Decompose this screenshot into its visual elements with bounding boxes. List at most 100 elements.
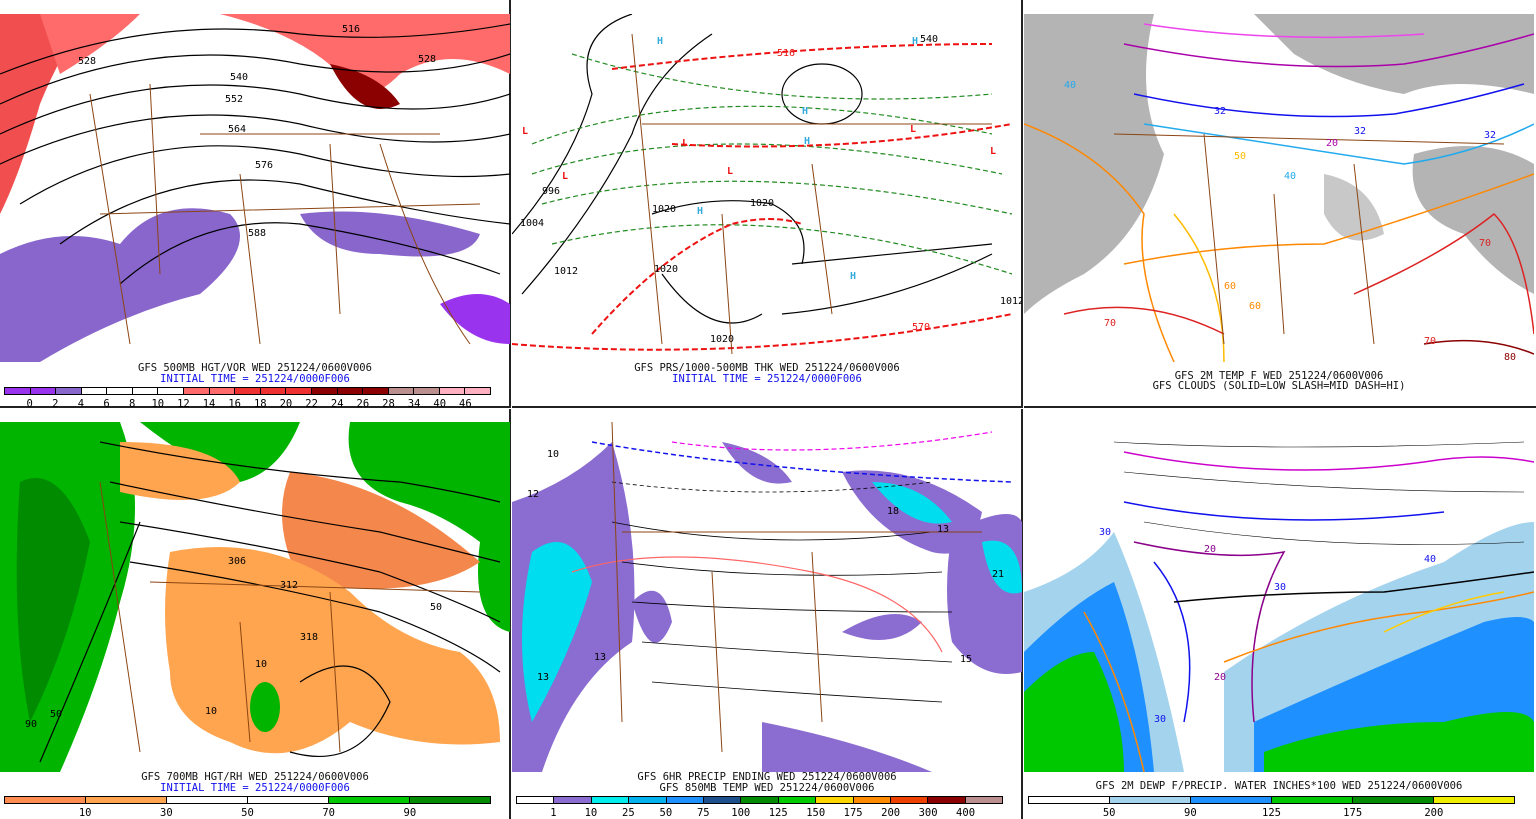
contour-label: 588 [248,228,266,239]
contour-label: 60 [1224,281,1236,292]
colorbar-swatch [591,797,630,803]
colorbar-swatch [107,388,133,394]
contour-label: 540 [230,72,248,83]
contour-label: 306 [228,556,246,567]
contour-label: 80 [1504,352,1516,362]
colorbar-label: 34 [407,398,421,410]
panel-precip-850mb-temp: 10 12 13 13 18 13 15 21 GFS 6HR PRECIP E… [512,409,1023,819]
low-pressure-center: L [727,166,733,177]
map-700mb-rh: 306 312 318 50 10 10 90 50 [0,422,510,772]
contour-label: 20 [1214,672,1226,683]
colorbar-label: 200 [1424,807,1444,819]
contour-label: 1012 [1000,296,1022,307]
colorbar-swatch [890,797,929,803]
contour-label: 10 [547,449,559,460]
colorbar-label: 10 [151,398,165,410]
colorbar-swatch [235,388,261,394]
colorbar-label: 50 [659,807,673,819]
contour-label: 576 [255,160,273,171]
contour-label: 32 [1214,106,1226,117]
low-pressure-center: L [910,124,916,135]
contour-label: 1020 [710,334,734,345]
colorbar-label: 46 [459,398,472,410]
colorbar-label: 18 [253,398,267,410]
contour-label: 528 [78,56,96,67]
panel-700mb-rh: 306 312 318 50 10 10 90 50 GFS 700MB HGT… [0,409,511,819]
contour-label: 50 [1234,151,1246,162]
colorbar-label: 50 [1102,807,1116,819]
contour-label: 1020 [652,204,676,215]
colorbar-label: 125 [1262,807,1281,819]
contour-label: 32 [1484,130,1496,141]
colorbar-swatch [329,797,410,803]
colorbar-swatch [311,388,338,394]
contour-label: 570 [912,322,930,333]
colorbar-label: 125 [768,807,788,819]
colorbar-label: 24 [330,398,344,410]
colorbar-swatch [554,797,592,803]
colorbar-label: 8 [128,398,136,410]
contour-label: 21 [992,569,1004,580]
colorbar-label: 175 [843,807,863,819]
contour-label: 15 [960,654,972,665]
contour-label: 50 [430,602,442,613]
contour-label: 18 [887,506,899,517]
low-pressure-center: L [682,138,688,149]
contour-label: 70 [1104,318,1116,329]
initial-time: INITIAL TIME = 251224/0000F006 [672,373,862,385]
panel-caption: GFS PRS/1000-500MB THK WED 251224/0600V0… [634,362,900,374]
colorbar-label: 25 [622,807,635,819]
contour-label: 516 [777,48,795,59]
colorbar-swatch [167,797,248,803]
colorbar-label: 400 [956,807,976,819]
colorbar-label: 150 [806,807,826,819]
colorbar-label: 175 [1343,807,1363,819]
colorbar-swatch [1110,797,1191,803]
panel-caption-2: GFS CLOUDS (SOLID=LOW SLASH=MID DASH=HI) [1152,380,1406,392]
colorbar-swatch [853,797,891,803]
colorbar-swatch [410,797,490,803]
panel-caption: GFS 2M DEWP F/PRECIP. WATER INCHES*100 W… [1095,780,1463,792]
colorbar-label: 100 [731,807,751,819]
colorbar-label: 70 [322,807,335,819]
high-pressure-center: H [850,271,856,282]
contour-label: 90 [25,719,37,730]
colorbar-swatch [286,388,312,394]
panel-2m-temp-clouds: 40 32 20 32 40 50 60 60 70 70 80 70 32 G… [1024,0,1536,408]
colorbar-swatch [5,797,86,803]
colorbar-swatch [248,797,329,803]
colorbar-label: 26 [356,398,370,410]
panel-caption: GFS 6HR PRECIP ENDING WED 251224/0600V00… [637,771,897,783]
contour-label: 30 [1274,582,1286,593]
panel-dewpoint-pwat: 30 20 30 20 30 40 30 GFS 2M DEWP F/PRECI… [1024,409,1536,819]
panel-caption: GFS 2M TEMP F WED 251224/0600V006 [1174,370,1384,382]
colorbar-label: 75 [696,807,710,819]
contour-label: 10 [205,706,217,717]
colorbar-swatch [928,797,966,803]
contour-label: 20 [1204,544,1216,555]
colorbar-label: 6 [103,398,110,410]
colorbar-swatch [741,797,779,803]
contour-label: 1020 [654,264,678,275]
contour-label: 32 [1354,126,1366,137]
colorbar-label: 10 [584,807,598,819]
contour-label: 1012 [554,266,578,277]
colorbar-label: 14 [202,398,216,410]
colorbar-swatch [81,388,108,394]
colorbar [1028,796,1515,804]
map-precip-850mb-temp: 10 12 13 13 18 13 15 21 [512,422,1022,772]
colorbar-swatch [816,797,854,803]
colorbar-swatch [209,388,236,394]
colorbar-swatch [56,388,82,394]
colorbar-swatch [965,797,1003,803]
contour-label: 528 [418,54,436,65]
map-dewpoint-pwat: 30 20 30 20 30 40 30 [1024,441,1534,772]
colorbar-label: 30 [160,807,173,819]
contour-label: 40 [1284,171,1296,182]
contour-label: 50 [50,709,62,720]
contour-label: 70 [1479,238,1491,249]
colorbar-swatch [414,388,440,394]
contour-label: 312 [280,580,298,591]
colorbar-labels: 0 2 4 6 8 10 12 14 16 18 20 22 24 26 28 34 40 46 [4,398,491,410]
colorbar-label: 4 [77,398,85,410]
